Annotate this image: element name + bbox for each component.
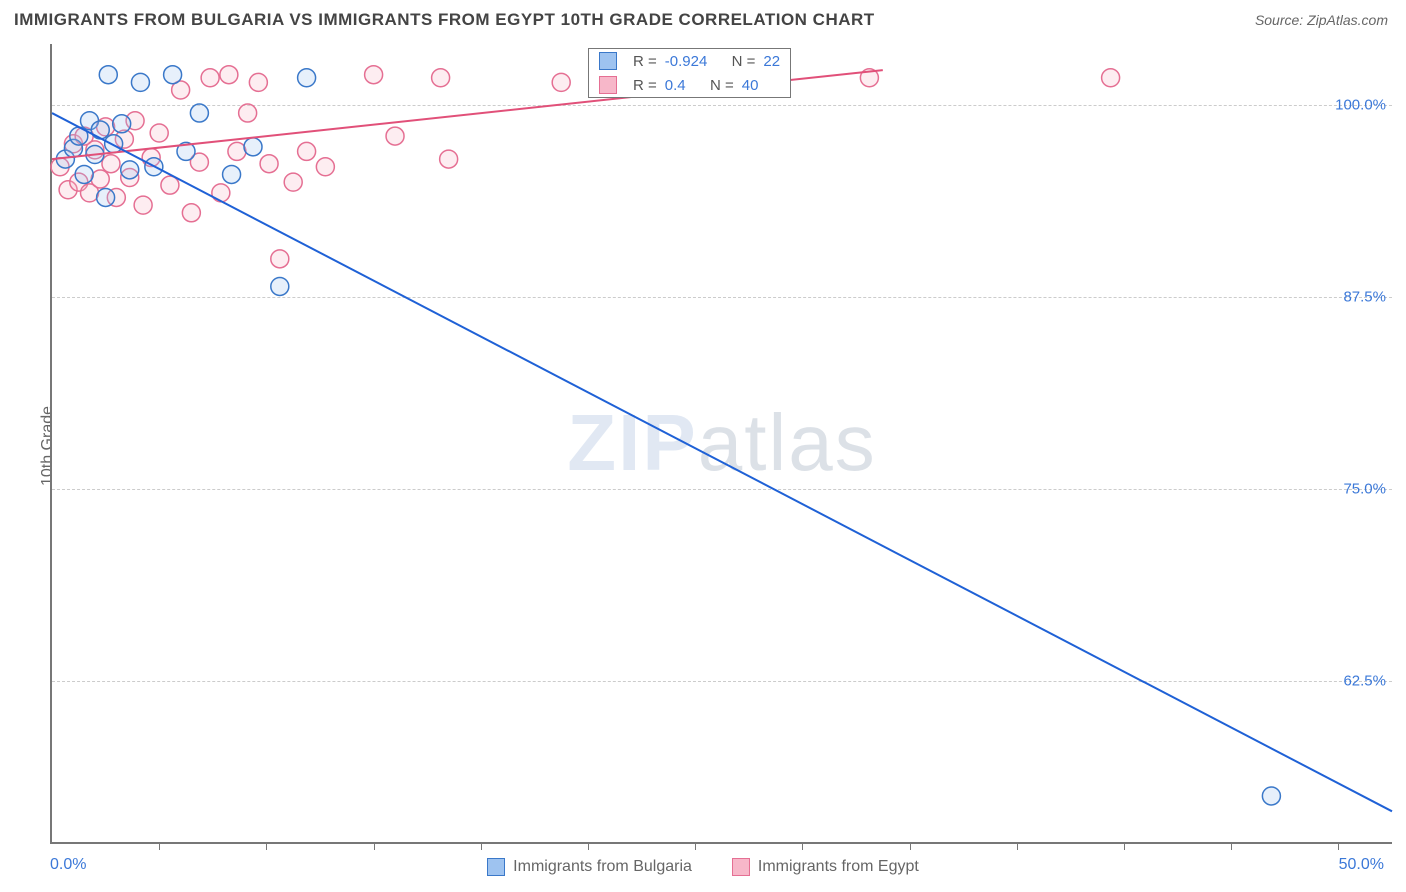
- swatch-bulgaria-icon: [599, 52, 617, 70]
- swatch-bulgaria-icon: [487, 858, 505, 876]
- source-label: Source: ZipAtlas.com: [1255, 12, 1388, 28]
- swatch-egypt-icon: [732, 858, 750, 876]
- chart-title: IMMIGRANTS FROM BULGARIA VS IMMIGRANTS F…: [14, 10, 875, 30]
- legend-item-bulgaria: Immigrants from Bulgaria: [487, 858, 692, 876]
- legend-item-egypt: Immigrants from Egypt: [732, 858, 919, 876]
- chart-area: ZIPatlas R = -0.924 N = 22 R = 0.4 N = 4…: [50, 44, 1392, 844]
- stats-row-bulgaria: R = -0.924 N = 22: [589, 49, 790, 73]
- legend: Immigrants from Bulgaria Immigrants from…: [0, 858, 1406, 876]
- chart-svg: [52, 44, 1392, 842]
- stats-row-egypt: R = 0.4 N = 40: [589, 73, 790, 97]
- plot-region: ZIPatlas R = -0.924 N = 22 R = 0.4 N = 4…: [50, 44, 1392, 844]
- stats-box: R = -0.924 N = 22 R = 0.4 N = 40: [588, 48, 791, 98]
- swatch-egypt-icon: [599, 76, 617, 94]
- header: IMMIGRANTS FROM BULGARIA VS IMMIGRANTS F…: [0, 0, 1406, 38]
